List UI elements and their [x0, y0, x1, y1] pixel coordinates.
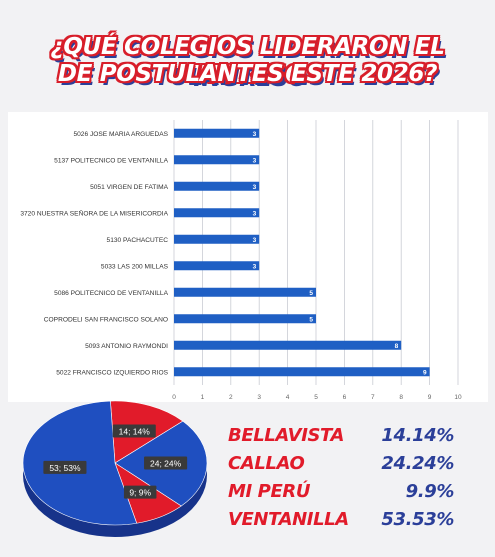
legend-row-bellavista: BELLAVISTA 14.14% [228, 425, 488, 453]
x-tick-label: 9 [428, 394, 432, 400]
category-label: 5026 JOSE MARIA ARGUEDAS [73, 131, 168, 138]
legend-row-callao: CALLAO 24.24% [228, 453, 488, 481]
legend-name: CALLAO [228, 453, 305, 474]
x-tick-label: 5 [314, 394, 318, 400]
legend-percent: 14.14% [381, 425, 454, 446]
legend-row-ventanilla: VENTANILLA 53.53% [228, 509, 488, 537]
category-label: COPRODELI SAN FRANCISCO SOLANO [44, 316, 168, 323]
category-label: 5130 PACHACUTEC [107, 237, 169, 244]
category-label: 5093 ANTONIO RAYMONDI [85, 343, 168, 350]
pie-chart: 14; 14% 24; 24% 9; 9% 53; 53% [22, 400, 208, 537]
legend-name: MI PERÚ [228, 481, 311, 502]
x-tick-label: 0 [172, 394, 176, 400]
pie-slice-label: 14; 14% [119, 426, 151, 436]
x-tick-label: 2 [229, 394, 233, 400]
category-label: 5137 POLITECNICO DE VENTANILLA [54, 157, 168, 164]
legend-percent: 53.53% [381, 509, 454, 530]
bar-value-label: 3 [253, 210, 257, 217]
x-tick-label: 1 [201, 394, 205, 400]
bar-value-label: 3 [253, 131, 257, 138]
pie-label-box [43, 460, 87, 474]
x-tick-label: 3 [257, 394, 261, 400]
bar [174, 208, 260, 218]
category-label: 5022 FRANCISCO IZQUIERDO RIOS [56, 369, 168, 376]
bar-value-label: 3 [253, 157, 257, 164]
bar-value-label: 5 [309, 316, 313, 323]
bar [174, 234, 260, 244]
category-label: 5033 LAS 200 MILLAS [101, 263, 169, 270]
legend-row-mi-peru: MI PERÚ 9.9% [228, 481, 488, 509]
x-tick-label: 8 [399, 394, 403, 400]
category-label: 5086 POLITECNICO DE VENTANILLA [54, 290, 168, 297]
bar-value-label: 3 [253, 237, 257, 244]
bar-value-label: 3 [253, 263, 257, 270]
x-tick-label: 4 [286, 394, 290, 400]
bar [174, 261, 260, 271]
pie-label-box [123, 485, 157, 499]
bar-value-label: 8 [395, 343, 399, 350]
bar [174, 367, 430, 377]
bar [174, 287, 316, 297]
bar-value-label: 9 [423, 369, 427, 376]
bar-value-label: 5 [309, 290, 313, 297]
category-label: 3720 NUESTRA SEÑORA DE LA MISERICORDIA [20, 208, 168, 217]
legend-percent: 9.9% [405, 481, 455, 502]
bar [174, 128, 260, 138]
bar [174, 155, 260, 165]
legend-name: BELLAVISTA [228, 425, 345, 446]
page-title-line-2: DE POSTULANTES ESTE 2026? [57, 61, 438, 87]
pie-slice-label: 24; 24% [150, 458, 182, 468]
pie-label-box [144, 456, 188, 470]
pie-label-box [112, 424, 156, 438]
category-label: 5051 VIRGEN DE FATIMA [90, 184, 169, 191]
pie-slice-label: 53; 53% [49, 463, 81, 473]
page-title-line-1: ¿QUÉ COLEGIOS LIDERARON EL INGRESO [50, 34, 445, 88]
legend-percent: 24.24% [381, 453, 454, 474]
bar [174, 314, 316, 324]
legend-name: VENTANILLA [228, 509, 349, 530]
region-legend: BELLAVISTA 14.14% CALLAO 24.24% MI PERÚ … [228, 425, 488, 537]
x-tick-label: 7 [371, 394, 375, 400]
bar-chart: 0 1 2 3 4 5 6 7 8 9 10 5026 JOSE MARIA ARGUEDAS 3 513… [20, 120, 462, 400]
pie-slice-label: 9; 9% [129, 488, 151, 498]
x-tick-label: 6 [343, 394, 347, 400]
x-tick-label: 10 [454, 394, 462, 400]
bar [174, 340, 402, 350]
bar-value-label: 3 [253, 184, 257, 191]
bar [174, 181, 260, 191]
